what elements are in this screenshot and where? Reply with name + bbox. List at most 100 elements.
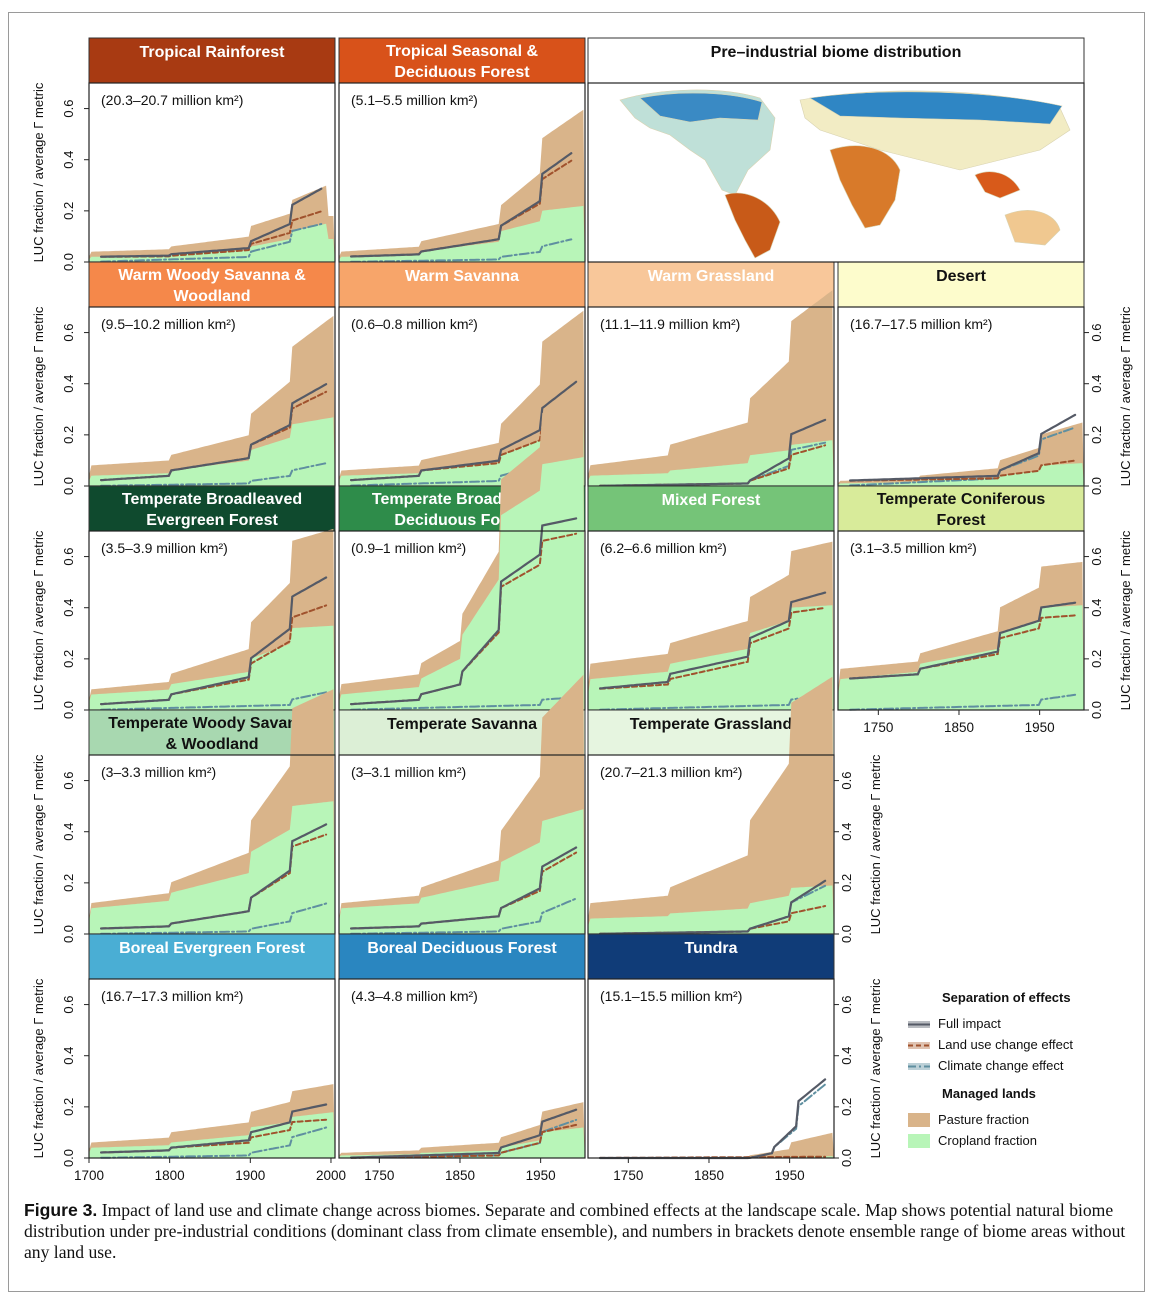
climate-effect-line [599,693,827,711]
y-tick-label: 0.2 [61,1098,76,1116]
panel-warm-grassland: Warm Grassland (11.1–11.9 million km²) [587,261,835,487]
y-tick-label: 0.4 [1089,375,1104,393]
biome-area-label: (5.1–5.5 million km²) [351,92,478,108]
biome-area-label: (3.5–3.9 million km²) [101,540,228,556]
y-tick-label: 0.2 [61,202,76,220]
y-tick-label: 0.0 [61,701,76,719]
y-tick-label: 0.4 [839,823,854,841]
full-impact-line [599,879,827,935]
y-axis-label: LUC fraction / average Γ metric [31,530,46,710]
panel-title: Warm Woody Savanna & [118,267,306,284]
y-axis-label: LUC fraction / average Γ metric [868,754,883,934]
figure-caption: Figure 3. Impact of land use and climate… [24,1200,1129,1263]
y-tick-label: 0.6 [61,996,76,1014]
x-tick-label: 1950 [775,1168,805,1183]
y-tick-label: 0.2 [61,426,76,444]
legend-land-use-label: Land use change effect [938,1037,1073,1052]
x-tick-label: 1750 [364,1168,394,1183]
panel-title: Warm Savanna [405,268,519,285]
legend-cropland-label: Cropland fraction [938,1133,1037,1148]
pasture-area [588,676,834,934]
biome-area-label: (6.2–6.6 million km²) [600,540,727,556]
y-tick-label: 0.0 [1089,701,1104,719]
panel-title: Temperate Grassland [630,716,792,733]
panel-title: Warm Grassland [648,268,775,285]
cropland-area [339,1127,585,1158]
y-tick-label: 0.6 [839,772,854,790]
y-tick-label: 0.2 [839,1098,854,1116]
panel-desert: Desert (16.7–17.5 million km²) 0.0 0.2 0.4 0.… [837,261,1133,495]
panel-boreal-evergreen-forest: Boreal Evergreen Forest (16.7–17.3 millio… [31,933,346,1183]
climate-effect-line [100,691,328,711]
legend-climate-label: Climate change effect [938,1058,1064,1073]
biome-area-label: (20.7–21.3 million km²) [600,764,742,780]
y-tick-label: 0.6 [1089,548,1104,566]
panel-tropical-rainforest: Tropical Rainforest (20.3–20.7 million km… [31,37,336,271]
biome-area-label: (20.3–20.7 million km²) [101,92,243,108]
x-tick-label: 1750 [613,1168,643,1183]
y-tick-label: 0.6 [1089,324,1104,342]
y-tick-label: 0.4 [61,823,76,841]
full-impact-line [350,380,578,482]
climate-effect-line [350,897,578,935]
y-axis-label: LUC fraction / average Γ metric [1118,306,1133,486]
y-tick-label: 0.6 [61,548,76,566]
full-impact-line [849,601,1077,680]
panel-mixed-forest: Mixed Forest (6.2–6.6 million km²) [587,485,835,711]
panel-header [338,933,586,980]
y-tick-label: 0.2 [61,874,76,892]
y-tick-label: 0.4 [61,1047,76,1065]
map-south-america [724,192,781,259]
panel-header [587,261,835,308]
climate-effect-line [100,223,323,263]
full-impact-line [849,413,1077,482]
pasture-area [838,422,1084,486]
biome-area-label: (16.7–17.5 million km²) [850,316,992,332]
x-tick-label: 1950 [1025,720,1055,735]
panels-grid: Tropical Rainforest (20.3–20.7 million km… [31,37,1133,1183]
panel-header [587,485,835,532]
y-tick-label: 0.6 [839,996,854,1014]
y-tick-label: 0.0 [61,477,76,495]
panel-header [338,261,586,308]
panel-temperate-savanna: Temperate Savanna (3–3.1 million km²) [338,674,586,935]
caption-label: Figure 3. [24,1200,98,1220]
x-tick-label: 1850 [445,1168,475,1183]
y-tick-label: 0.4 [61,375,76,393]
panel-warm-woody-savanna-woodland: Warm Woody Savanna & Woodland (9.5–10.2 mi… [31,261,336,495]
panel-title: Boreal Evergreen Forest [119,940,306,957]
cropland-area [339,205,585,262]
x-tick-label: 1850 [694,1168,724,1183]
panel-title: & Woodland [165,736,258,753]
cropland-swatch [908,1133,930,1148]
panel-boreal-deciduous-forest: Boreal Deciduous Forest (4.3–4.8 million … [338,933,586,1183]
panel-header [587,933,835,980]
y-axis-label: LUC fraction / average Γ metric [868,978,883,1158]
legend-full-impact-label: Full impact [938,1016,1001,1031]
pasture-swatch [908,1112,930,1127]
panel-title: Forest [937,512,987,529]
cropland-area [89,801,335,934]
cropland-area [588,440,834,486]
climate-effect-line [350,238,573,263]
x-tick-label: 1800 [155,1168,185,1183]
biome-area-label: (11.1–11.9 million km²) [600,316,740,332]
biome-area-label: (3–3.1 million km²) [351,764,466,780]
plot-border [88,978,336,1159]
y-tick-label: 0.4 [1089,599,1104,617]
y-axis-label: LUC fraction / average Γ metric [31,978,46,1158]
panel-header [338,37,586,84]
map-boreal-eurasia [809,91,1063,125]
climate-effect-line [100,902,328,935]
legend-managed-title: Managed lands [942,1086,1036,1101]
full-impact-line [100,576,328,706]
pasture-area [339,310,585,486]
biome-area-label: (0.9–1 million km²) [351,540,466,556]
map-southeast-asia [974,171,1021,199]
legend-item-cropland: Cropland fraction [908,1130,1133,1151]
panel-header [837,485,1085,532]
y-tick-label: 0.2 [839,874,854,892]
cropland-area [89,417,335,486]
legend-pasture-label: Pasture fraction [938,1112,1030,1127]
